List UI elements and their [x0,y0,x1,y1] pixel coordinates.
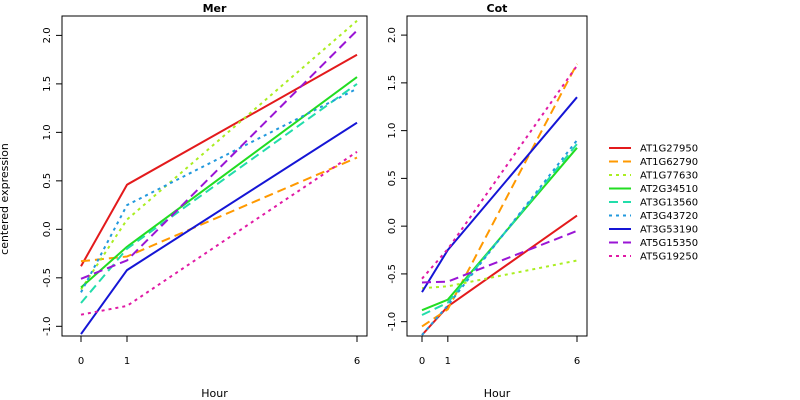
y-tick-label: 2.0 [387,27,398,43]
y-tick-label: 1.0 [387,123,398,139]
legend-label: AT1G77630 [640,171,698,182]
panel-title: Cot [487,2,508,15]
series-line-at1g77630 [421,259,578,290]
legend-label: AT3G43720 [640,211,698,222]
x-tick-label: 0 [419,356,425,367]
series-line-at3g13560 [421,143,578,316]
plot-frame [406,15,588,337]
x-axis-label: Hour [201,387,228,400]
x-tick-label: 6 [574,356,580,367]
series-line-at1g27950 [80,53,358,267]
series-line-at1g77630 [80,20,358,291]
series-line-at2g34510 [80,76,358,289]
x-axis-label: Hour [484,387,511,400]
y-tick-label: 0.5 [387,170,398,186]
y-tick-label: 2.0 [42,27,53,43]
y-tick-label: 0.5 [42,173,53,189]
x-tick-label: 0 [78,356,84,367]
legend-label: AT5G15350 [640,238,698,249]
series-line-at5g15350 [421,229,578,284]
legend-label: AT2G34510 [640,184,698,195]
y-tick-label: -1.0 [42,317,53,337]
legend-label: AT1G62790 [640,157,698,168]
y-tick-label: 1.5 [387,75,398,91]
series-line-at3g53190 [80,121,358,335]
series-line-at3g43720 [80,87,358,293]
y-tick-label: 0.0 [387,218,398,234]
series-line-at1g27950 [421,214,578,336]
legend: AT1G27950 AT1G62790 AT1G77630 AT2G34510 AT3G… [609,144,698,263]
series-line-at2g34510 [421,147,578,312]
x-tick-label: 6 [354,356,360,367]
series-line-at3g53190 [421,96,578,293]
series-line-at5g19250 [80,150,358,316]
x-tick-label: 1 [124,356,130,367]
series-line-at5g15350 [80,29,358,280]
legend-label: AT1G27950 [640,144,698,155]
panel-cot: Cot -1.0 -0.5 0.0 0.5 1.0 1.5 2.0 0 1 6 Hour [387,2,588,400]
legend-label: AT5G19250 [640,252,698,263]
series-line-at1g62790 [80,156,358,263]
y-tick-label: -1.0 [387,312,398,332]
panel-title: Mer [203,2,227,15]
series-line-at1g62790 [421,63,578,328]
legend-label: AT3G13560 [640,198,698,209]
plot-frame [61,15,368,337]
series-line-at3g13560 [80,83,358,304]
y-tick-label: -0.5 [42,268,53,288]
x-tick-label: 1 [445,356,451,367]
y-tick-label: 1.0 [42,124,53,140]
legend-label: AT3G53190 [640,225,698,236]
y-axis-label: centered expression [0,143,11,255]
y-tick-label: 1.5 [42,76,53,92]
y-tick-label: 0.0 [42,221,53,237]
y-tick-label: -0.5 [387,264,398,284]
panel-mer: Mer -1.0 -0.5 0.0 0.5 1.0 1.5 2.0 0 1 6 Hour [42,2,368,400]
